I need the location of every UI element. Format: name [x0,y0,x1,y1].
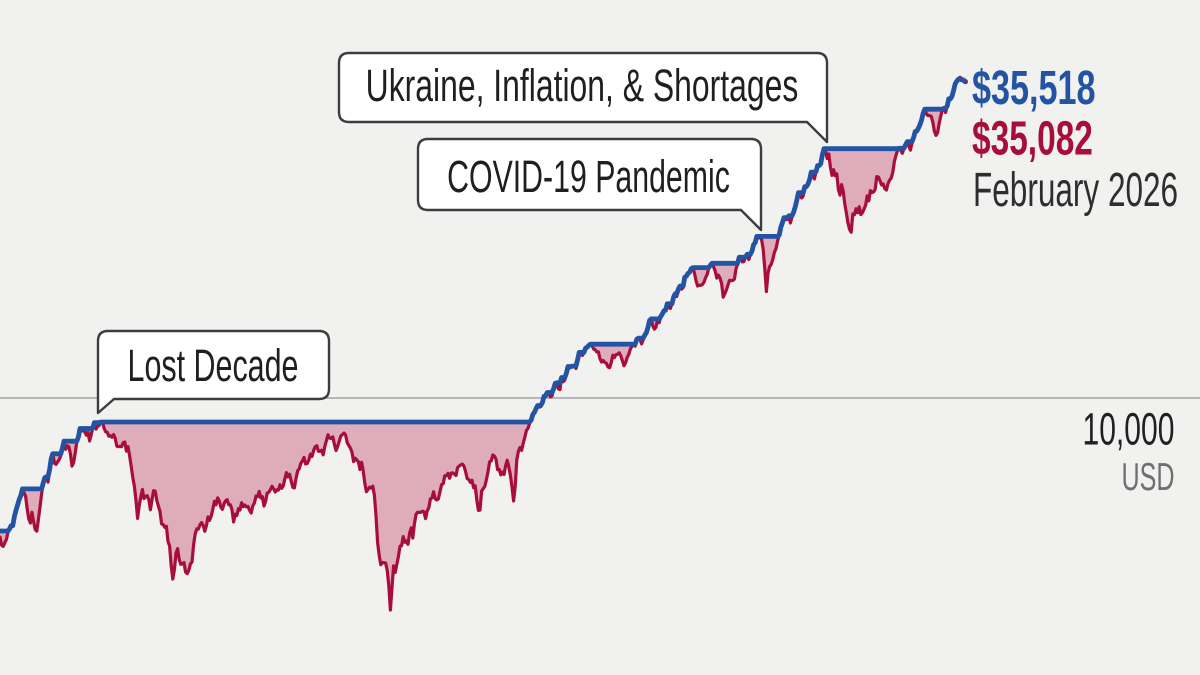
svg-text:COVID-19 Pandemic: COVID-19 Pandemic [447,152,730,202]
svg-text:$35,518: $35,518 [972,60,1096,114]
svg-text:Lost Decade: Lost Decade [128,341,299,391]
svg-text:Ukraine, Inflation, & Shortage: Ukraine, Inflation, & Shortages [366,62,799,112]
svg-text:$35,082: $35,082 [972,112,1093,165]
svg-text:USD: USD [1121,454,1174,498]
svg-text:10,000: 10,000 [1082,405,1174,456]
svg-text:February 2026: February 2026 [973,162,1178,216]
